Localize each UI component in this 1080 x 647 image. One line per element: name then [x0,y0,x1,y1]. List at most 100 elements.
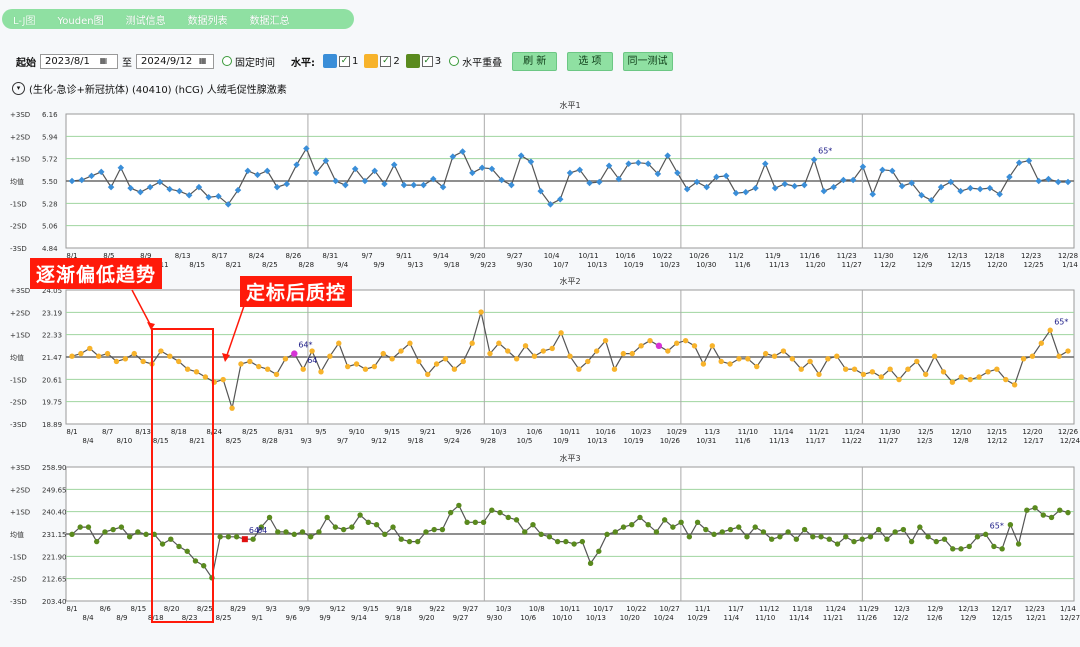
point-label: 64 [307,356,317,365]
data-point [423,529,429,535]
value-tick-label: 258.90 [42,464,67,472]
data-point [442,356,449,362]
data-point [488,165,496,173]
data-point [976,374,982,380]
data-point [736,356,742,362]
data-point [439,183,447,191]
x-tick-label: 10/22 [626,605,646,613]
level3-color-swatch[interactable] [405,54,420,68]
sd-label: +3SD [10,111,30,119]
data-point [818,534,824,540]
level2-checkbox[interactable]: ✓ [380,55,392,67]
x-tick-label: 11/22 [842,437,862,445]
data-point [896,376,902,383]
x-tick-label: 9/12 [371,437,387,445]
data-point [318,369,324,375]
x-tick-label: 12/2 [880,261,896,269]
fixed-time-radio[interactable] [222,56,232,66]
x-tick-label: 11/4 [724,614,740,622]
x-tick-label: 10/22 [652,252,672,260]
level2-color-swatch[interactable] [364,54,379,68]
data-point [820,187,828,195]
data-point [390,161,398,169]
data-point [709,343,715,349]
start-date-input[interactable]: 2023/8/1 ▦ [40,53,118,69]
data-point [353,361,360,367]
x-tick-label: 12/20 [987,261,1007,269]
refresh-button[interactable]: 刷 新 [512,51,558,71]
data-point [798,366,804,372]
end-date-value: 2024/9/12 [141,55,193,67]
tab-test-info[interactable]: 测试信息 [125,15,166,27]
data-point [683,185,691,193]
tab-data-summary[interactable]: 数据汇总 [249,15,290,27]
data-point [389,356,395,362]
data-point [456,502,462,509]
chevron-down-icon[interactable]: ▾ [12,82,25,95]
data-point [859,163,867,171]
options-button[interactable]: 选 项 [567,51,613,71]
data-point [291,350,298,357]
x-tick-label: 8/13 [135,428,151,436]
data-point [711,531,717,538]
calendar-icon[interactable]: ▦ [198,56,207,65]
data-point [579,538,586,545]
x-tick-label: 12/23 [1025,605,1045,613]
same-test-button[interactable]: 同一测试 [622,51,673,71]
sd-label: 均值 [10,353,24,362]
x-tick-label: 11/16 [800,252,821,260]
level2-label: 2 [393,55,400,67]
data-point [771,184,779,192]
data-point [220,376,226,383]
level1-checkbox[interactable]: ✓ [339,55,350,67]
x-tick-label: 10/26 [689,252,710,260]
data-point [478,164,486,172]
data-point [991,543,997,550]
calendar-icon[interactable]: ▦ [99,56,108,65]
data-point [159,541,166,547]
x-tick-label: 9/9 [319,614,330,622]
data-point [851,538,857,545]
data-point [996,190,1003,198]
value-tick-label: 19.75 [42,399,62,407]
data-point [596,178,603,186]
data-point [1015,159,1023,166]
x-tick-label: 9/15 [384,428,400,436]
x-tick-label: 8/15 [189,261,205,269]
sd-label: +2SD [10,309,30,317]
data-point [400,181,408,189]
data-point [390,524,396,530]
tab-lj-chart[interactable]: L-J图 [13,15,36,27]
x-tick-label: 12/10 [951,428,971,436]
data-point [576,366,582,372]
data-point [949,379,956,385]
level1-color-swatch[interactable] [323,54,337,68]
end-date-input[interactable]: 2024/9/12 ▦ [136,53,214,69]
x-tick-label: 11/29 [859,605,879,613]
data-point [508,181,515,189]
tab-data-list[interactable]: 数据列表 [187,15,228,27]
data-point [78,350,84,357]
data-point [878,374,884,380]
data-point [567,353,573,359]
data-point [950,546,956,552]
sd-label: +3SD [10,287,30,295]
value-tick-label: 20.61 [42,376,62,384]
overlay-radio[interactable] [449,56,460,66]
data-point [324,514,330,521]
chart-title: 水平2 [559,276,580,286]
value-tick-label: 21.47 [42,354,62,362]
x-tick-label: 9/30 [486,614,502,622]
level3-checkbox[interactable]: ✓ [421,55,433,67]
test-selector[interactable]: ▾ (生化-急诊+新冠抗体) (40410) (hCG) 人绒毛促性腺激素 [12,81,287,96]
x-tick-label: 8/18 [171,428,187,436]
x-tick-label: 9/9 [373,261,384,269]
x-tick-label: 11/17 [805,437,825,445]
tab-youden-chart[interactable]: Youden图 [57,15,104,27]
value-tick-label: 221.90 [42,553,67,561]
data-point [415,538,421,545]
data-point [629,522,635,528]
x-tick-label: 12/15 [992,614,1012,622]
data-point [546,534,553,540]
data-point [241,536,248,543]
